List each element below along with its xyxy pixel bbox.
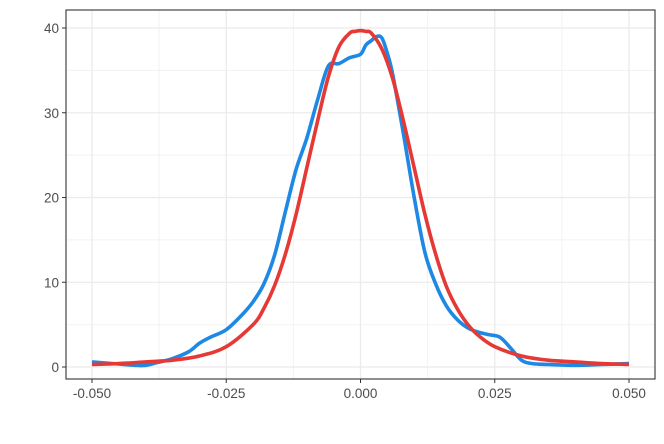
y-axis: 0 10 20 30 40: [44, 21, 66, 375]
series-layer: [91, 28, 630, 368]
x-tick-label: 0.050: [612, 386, 646, 401]
y-tick-label: 20: [44, 191, 59, 206]
x-tick-label: 0.000: [344, 386, 378, 401]
x-tick-label: -0.025: [207, 386, 245, 401]
y-tick-label: 0: [51, 360, 59, 375]
x-tick-label: 0.025: [478, 386, 512, 401]
y-tick-label: 40: [44, 21, 59, 36]
series-line-1: [91, 34, 630, 368]
x-axis: -0.050 -0.025 0.000 0.025 0.050: [73, 379, 646, 401]
y-tick-label: 10: [44, 275, 59, 290]
major-gridlines: [66, 10, 655, 379]
x-tick-label: -0.050: [73, 386, 111, 401]
y-tick-label: 30: [44, 106, 59, 121]
series-line-2: [91, 28, 630, 367]
